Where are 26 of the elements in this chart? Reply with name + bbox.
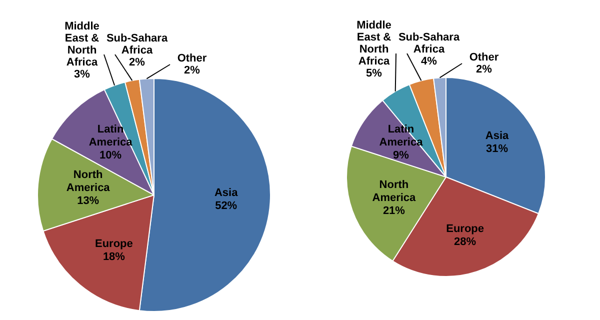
data-label: 13% [77, 195, 100, 208]
data-label: 28% [454, 236, 476, 248]
slice-label: Sub-Sahara Africa [398, 32, 460, 56]
data-label: 2% [476, 64, 492, 76]
slice-label: Middle East & North Africa [64, 20, 100, 69]
data-label: 10% [100, 149, 122, 162]
slice-label: Europe [446, 223, 484, 236]
slice-label: Other [469, 52, 500, 64]
data-label: 2% [129, 56, 146, 69]
data-label: 31% [486, 142, 508, 155]
slice-label: Asia [214, 187, 239, 200]
slice-label: Middle East & North Africa [356, 20, 392, 68]
data-label: 18% [102, 251, 126, 264]
data-label: 9% [393, 149, 410, 162]
slice-label: North America [372, 178, 417, 204]
slice-label: North America [66, 169, 111, 194]
data-label: 52% [215, 200, 238, 212]
slice-label: Other [177, 52, 208, 65]
data-label: 21% [382, 204, 406, 217]
slice-label: Asia [485, 130, 510, 142]
data-label: 2% [184, 64, 200, 77]
slice-label: Sub-Sahara Africa [106, 32, 168, 57]
slice-label: Europe [95, 238, 133, 250]
data-label: 4% [421, 56, 438, 68]
data-label: 3% [74, 68, 90, 81]
data-label: 5% [366, 68, 382, 80]
